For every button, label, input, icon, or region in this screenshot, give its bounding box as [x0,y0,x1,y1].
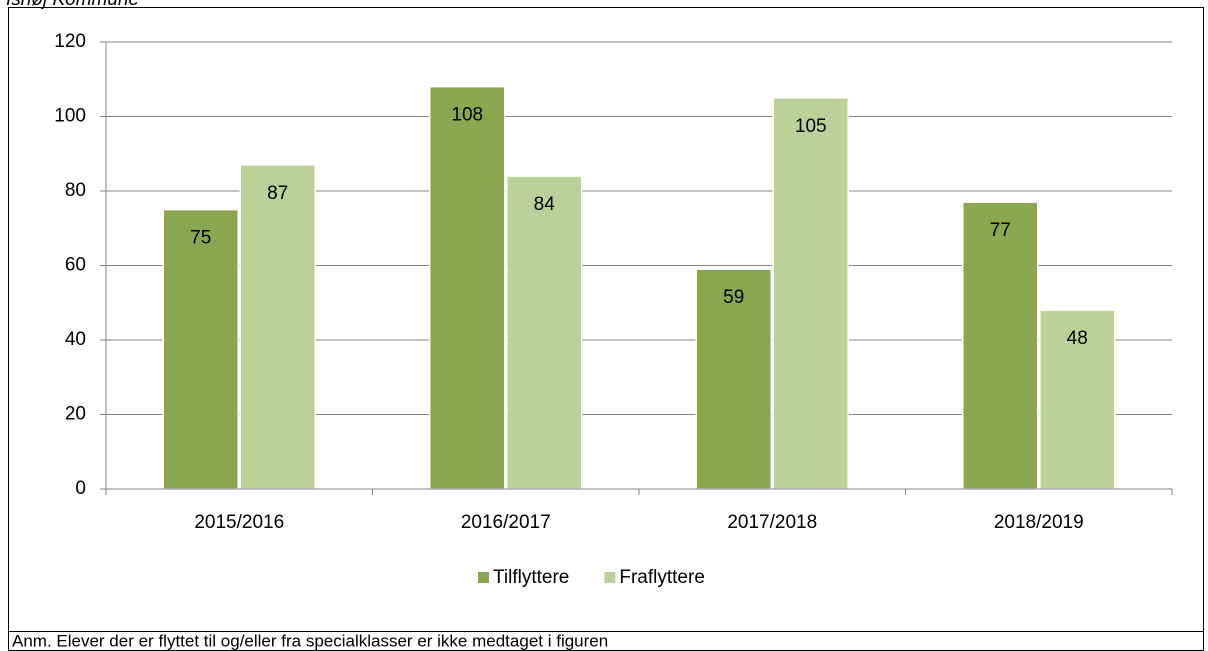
bar [239,164,316,490]
x-tick-label: 2016/2017 [461,512,551,533]
y-tick-label: 60 [65,255,86,276]
bar [772,97,849,490]
x-tick-label: 2017/2018 [727,512,817,533]
chart-title: Ishøj Kommune [6,0,139,10]
legend-label: Tilflyttere [493,567,569,588]
bar [429,85,506,490]
data-label: 84 [534,194,556,215]
data-label: 108 [451,105,483,126]
data-label: 105 [795,116,827,137]
note: Anm. Elever der er flyttet til og/eller … [12,631,608,650]
y-tick-label: 0 [75,478,86,499]
legend-swatch [604,572,616,583]
y-tick-label: 40 [65,329,86,350]
y-tick-label: 120 [54,31,86,52]
x-tick-label: 2018/2019 [994,512,1084,533]
legend-label: Fraflyttere [619,567,705,588]
data-label: 87 [267,183,288,204]
bar [1039,309,1116,490]
x-tick-label: 2015/2016 [194,512,284,533]
data-label: 48 [1067,328,1088,349]
data-label: 75 [190,228,211,249]
bar [162,208,239,490]
bar [695,268,772,490]
legend-swatch [478,572,489,583]
y-tick-label: 100 [54,106,86,127]
bar [506,175,583,490]
y-tick-label: 20 [65,404,86,425]
data-label: 59 [723,287,744,308]
data-label: 77 [990,220,1011,241]
y-tick-label: 80 [65,180,86,201]
bar [962,201,1039,490]
